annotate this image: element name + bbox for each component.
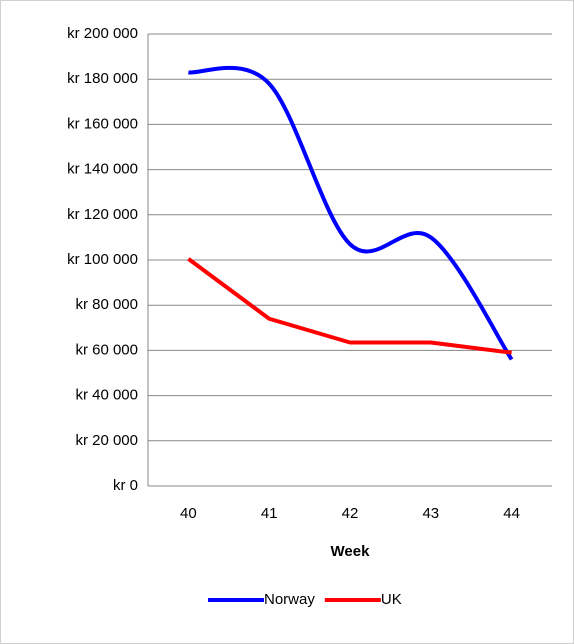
x-tick-label: 44 xyxy=(503,505,520,522)
series-line xyxy=(187,257,512,355)
y-tick-label: kr 160 000 xyxy=(67,115,138,132)
legend-label: UK xyxy=(381,591,402,608)
y-tick-label: kr 60 000 xyxy=(75,341,138,358)
y-tick-label: kr 80 000 xyxy=(75,296,138,313)
y-tick-label: kr 20 000 xyxy=(75,432,138,449)
y-tick-label: kr 140 000 xyxy=(67,161,138,178)
x-tick-label: 42 xyxy=(342,505,359,522)
x-tick-label: 41 xyxy=(261,505,278,522)
legend-label: Norway xyxy=(264,591,315,608)
y-tick-label: kr 200 000 xyxy=(67,25,138,42)
y-tick-label: kr 120 000 xyxy=(67,206,138,223)
x-tick-label: 40 xyxy=(180,505,197,522)
y-tick-label: kr 100 000 xyxy=(67,251,138,268)
x-axis-title: Week xyxy=(331,543,371,560)
x-tick-label: 43 xyxy=(422,505,439,522)
y-tick-label: kr 0 xyxy=(113,477,138,494)
y-tick-label: kr 40 000 xyxy=(75,387,138,404)
series-line xyxy=(188,65,514,361)
y-tick-label: kr 180 000 xyxy=(67,70,138,87)
